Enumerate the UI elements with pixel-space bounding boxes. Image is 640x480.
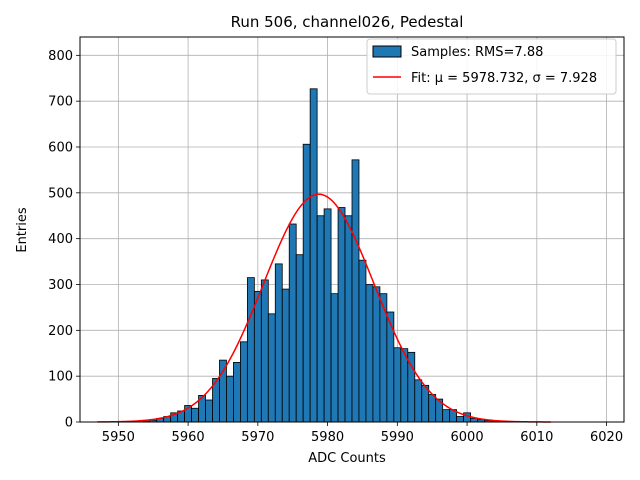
histogram-bar xyxy=(421,384,430,423)
histogram-bar xyxy=(246,277,255,423)
y-axis-ticks: 0 100 200 300 400 500 600 700 800 xyxy=(48,49,80,431)
histogram-bar xyxy=(260,279,269,423)
x-tick-label: 5950 xyxy=(102,430,135,445)
histogram-bar xyxy=(393,347,402,423)
x-axis-label: ADC Counts xyxy=(308,451,386,466)
y-tick-label: 400 xyxy=(48,232,73,247)
legend-label-fit: Fit: μ = 5978.732, σ = 7.928 xyxy=(411,71,597,86)
y-tick-label: 300 xyxy=(48,278,73,293)
x-axis-ticks: 5950 5960 5970 5980 5990 6000 6010 6020 xyxy=(102,422,623,445)
histogram-bar xyxy=(456,416,464,423)
y-tick-label: 100 xyxy=(48,370,73,385)
histogram-bar xyxy=(267,313,276,423)
x-tick-label: 6010 xyxy=(520,430,553,445)
legend: Samples: RMS=7.88 Fit: μ = 5978.732, σ =… xyxy=(366,38,617,95)
legend-label-histogram: Samples: RMS=7.88 xyxy=(411,45,543,60)
x-tick-label: 6020 xyxy=(590,430,623,445)
histogram-bar xyxy=(233,362,241,423)
histogram-bar xyxy=(344,215,353,423)
histogram-bar xyxy=(309,88,318,423)
histogram-bar xyxy=(219,359,227,423)
histogram-bar xyxy=(442,409,451,423)
histogram-bars xyxy=(142,88,499,423)
histogram-bar xyxy=(358,259,367,423)
y-tick-label: 500 xyxy=(48,186,73,201)
histogram-bar xyxy=(253,290,262,423)
y-tick-label: 200 xyxy=(48,324,73,339)
x-tick-label: 5980 xyxy=(311,430,344,445)
histogram-bar xyxy=(226,375,234,423)
y-tick-label: 0 xyxy=(65,416,73,431)
histogram-bar xyxy=(351,159,360,423)
histogram-bar xyxy=(274,263,283,423)
histogram-bar xyxy=(295,254,304,423)
gaussian-fit-curve xyxy=(97,193,551,423)
histogram-bar xyxy=(205,399,213,423)
histogram-bar xyxy=(302,143,311,423)
histogram-bar xyxy=(281,288,290,423)
histogram-bar xyxy=(316,215,325,423)
y-axis-label: Entries xyxy=(15,207,30,253)
histogram-bar xyxy=(414,379,423,423)
histogram-bar xyxy=(323,208,332,423)
histogram-bar xyxy=(240,341,248,423)
histogram-bar xyxy=(372,286,381,423)
x-tick-label: 5970 xyxy=(241,430,274,445)
histogram-bar xyxy=(330,293,339,423)
histogram-bar xyxy=(191,407,199,423)
plot-frame xyxy=(79,36,625,423)
legend-box xyxy=(366,38,617,95)
histogram-bar xyxy=(428,394,437,423)
histogram-bar xyxy=(470,417,478,423)
histogram-bar xyxy=(365,284,374,423)
x-tick-label: 6000 xyxy=(451,430,484,445)
x-tick-label: 5960 xyxy=(172,430,205,445)
histogram-bar xyxy=(400,348,409,423)
y-tick-label: 700 xyxy=(48,95,73,110)
legend-swatch-histogram xyxy=(372,45,402,58)
y-tick-label: 600 xyxy=(48,141,73,156)
chart-title: Run 506, channel026, Pedestal xyxy=(231,13,464,31)
histogram-bar xyxy=(288,223,297,423)
x-tick-label: 5990 xyxy=(381,430,414,445)
y-tick-label: 800 xyxy=(48,49,73,64)
histogram-bar xyxy=(337,207,346,423)
